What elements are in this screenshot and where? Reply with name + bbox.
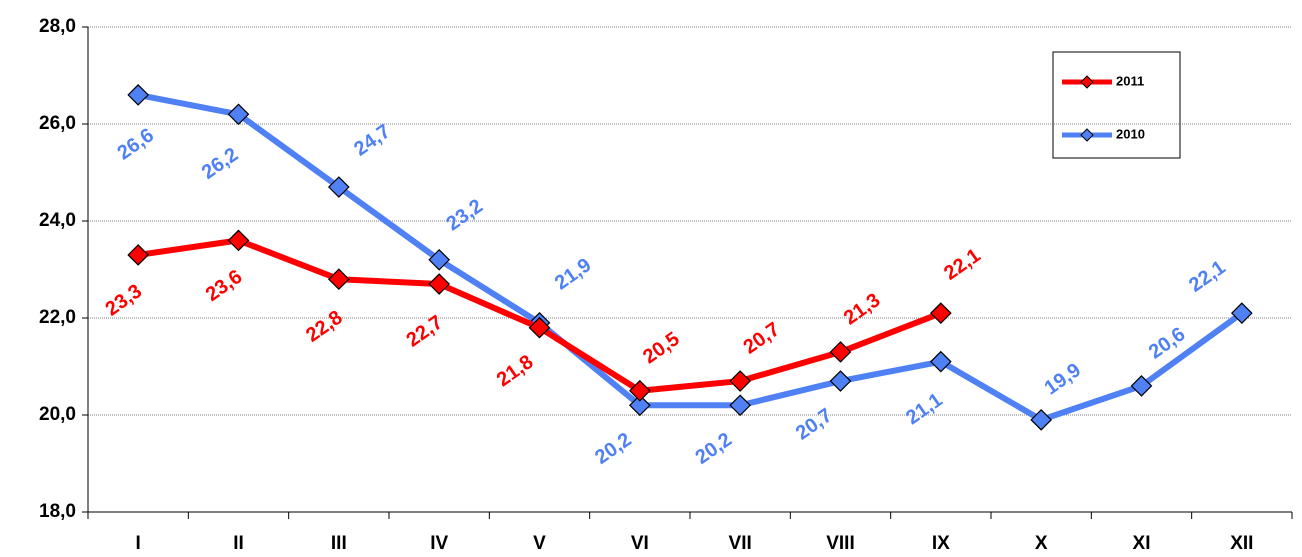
value-label: 23,3 bbox=[101, 280, 146, 320]
y-tick-label: 28,0 bbox=[39, 16, 76, 37]
value-label: 23,6 bbox=[202, 266, 247, 306]
value-label: 26,6 bbox=[113, 124, 158, 164]
value-label: 20,5 bbox=[639, 328, 684, 368]
y-tick-label: 20,0 bbox=[39, 404, 76, 425]
value-label: 20,2 bbox=[591, 429, 636, 469]
point-marker bbox=[428, 248, 451, 271]
x-tick-label: XII bbox=[1230, 533, 1253, 554]
point-marker bbox=[929, 350, 952, 373]
x-tick-label: XI bbox=[1133, 533, 1151, 554]
point-marker bbox=[729, 370, 752, 392]
point-marker bbox=[829, 341, 852, 363]
point-marker bbox=[227, 103, 250, 126]
value-label: 24,7 bbox=[350, 120, 395, 160]
value-label: 22,8 bbox=[302, 306, 347, 346]
legend-marker bbox=[1080, 75, 1094, 89]
legend-marker bbox=[1080, 128, 1094, 142]
point-marker bbox=[929, 302, 952, 324]
point-marker bbox=[327, 268, 350, 291]
point-marker bbox=[227, 229, 250, 252]
point-marker bbox=[428, 273, 451, 295]
point-marker bbox=[528, 316, 551, 339]
x-tick-label: IV bbox=[430, 533, 448, 554]
x-tick-label: VI bbox=[631, 533, 649, 554]
series-line bbox=[137, 91, 1244, 423]
legend-label: 2011 bbox=[1116, 73, 1144, 88]
point-marker bbox=[327, 176, 350, 198]
point-marker bbox=[628, 394, 651, 417]
point-marker bbox=[127, 84, 150, 106]
value-label: 21,1 bbox=[902, 389, 947, 429]
x-tick-label: III bbox=[331, 533, 347, 554]
point-marker bbox=[1030, 409, 1053, 431]
value-label: 20,2 bbox=[691, 429, 736, 469]
x-tick-label: VII bbox=[729, 533, 752, 554]
point-marker bbox=[1130, 375, 1153, 397]
value-label: 26,2 bbox=[198, 144, 243, 184]
value-label: 23,2 bbox=[442, 195, 487, 235]
value-label: 21,8 bbox=[493, 351, 538, 391]
x-tick-label: IX bbox=[932, 533, 950, 554]
value-label: 22,7 bbox=[402, 311, 447, 351]
point-marker bbox=[127, 244, 150, 266]
x-tick-label: X bbox=[1035, 533, 1048, 554]
value-label: 22,1 bbox=[1185, 256, 1230, 296]
value-label: 22,1 bbox=[940, 244, 985, 284]
x-tick-label: I bbox=[136, 533, 141, 554]
legend-box bbox=[1052, 51, 1181, 159]
value-label: 19,9 bbox=[1040, 359, 1085, 399]
y-tick-label: 22,0 bbox=[39, 307, 76, 328]
point-marker bbox=[729, 394, 752, 417]
value-label: 21,3 bbox=[840, 289, 885, 329]
x-tick-label: VIII bbox=[826, 533, 855, 554]
point-marker bbox=[1230, 302, 1253, 324]
y-tick-label: 18,0 bbox=[39, 501, 76, 522]
x-tick-label: II bbox=[233, 533, 244, 554]
legend-label: 2010 bbox=[1116, 126, 1145, 141]
y-tick-label: 26,0 bbox=[39, 113, 76, 134]
value-label: 20,7 bbox=[792, 404, 837, 444]
value-label: 20,7 bbox=[739, 318, 784, 358]
y-tick-label: 24,0 bbox=[39, 210, 76, 231]
point-marker bbox=[829, 370, 852, 392]
point-marker bbox=[628, 379, 651, 402]
value-label: 21,9 bbox=[551, 254, 596, 294]
x-tick-label: V bbox=[533, 533, 546, 554]
